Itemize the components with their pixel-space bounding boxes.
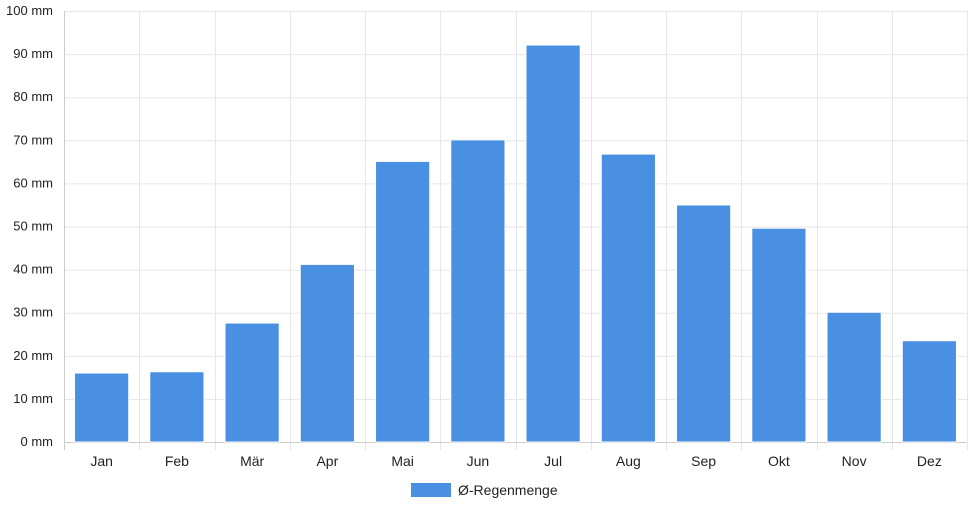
y-tick-label: 70 mm [13, 132, 53, 147]
y-tick-label: 60 mm [13, 175, 53, 190]
bar-jun[interactable] [450, 139, 506, 443]
y-tick-label: 20 mm [13, 348, 53, 363]
bar-aug[interactable] [600, 153, 656, 443]
x-tick-labels: Jan Feb Mär Apr Mai Jun Jul Aug Sep Okt Nov Dez [90, 453, 941, 469]
y-tick-label: 90 mm [13, 46, 53, 61]
bar-mär[interactable] [224, 322, 280, 443]
x-tick-label: Sep [691, 453, 716, 469]
y-tick-label: 100 mm [6, 3, 53, 18]
x-tick-label: Mär [240, 453, 264, 469]
bar-sep[interactable] [676, 204, 732, 443]
bar-jul[interactable] [525, 44, 581, 443]
x-tick-label: Aug [616, 453, 641, 469]
bar-dez[interactable] [901, 340, 957, 443]
legend[interactable]: Ø-Regenmenge [411, 482, 558, 498]
x-tick-label: Jul [544, 453, 562, 469]
y-tick-label: 0 mm [21, 434, 54, 449]
y-tick-label: 80 mm [13, 89, 53, 104]
legend-label[interactable]: Ø-Regenmenge [458, 482, 558, 498]
bars-layer [74, 44, 957, 443]
x-tick-label: Apr [316, 453, 338, 469]
x-tick-label: Mai [391, 453, 414, 469]
bar-apr[interactable] [299, 263, 355, 443]
y-tick-label: 50 mm [13, 219, 53, 234]
axis-layer [64, 11, 967, 450]
x-tick-label: Nov [842, 453, 867, 469]
x-tick-label: Jun [467, 453, 490, 469]
bar-nov[interactable] [826, 311, 882, 443]
x-tick-label: Jan [90, 453, 113, 469]
bar-jan[interactable] [74, 372, 130, 443]
y-tick-labels: 0 mm 10 mm 20 mm 30 mm 40 mm 50 mm 60 mm 70 mm 8… [6, 3, 53, 449]
x-tick-label: Dez [917, 453, 942, 469]
x-tick-label: Feb [165, 453, 189, 469]
bar-mai[interactable] [375, 160, 431, 443]
y-tick-label: 30 mm [13, 305, 53, 320]
legend-swatch[interactable] [411, 483, 451, 497]
y-tick-label: 40 mm [13, 262, 53, 277]
bar-okt[interactable] [751, 227, 807, 443]
bar-feb[interactable] [149, 371, 205, 443]
x-tick-label: Okt [768, 453, 790, 469]
y-tick-label: 10 mm [13, 391, 53, 406]
